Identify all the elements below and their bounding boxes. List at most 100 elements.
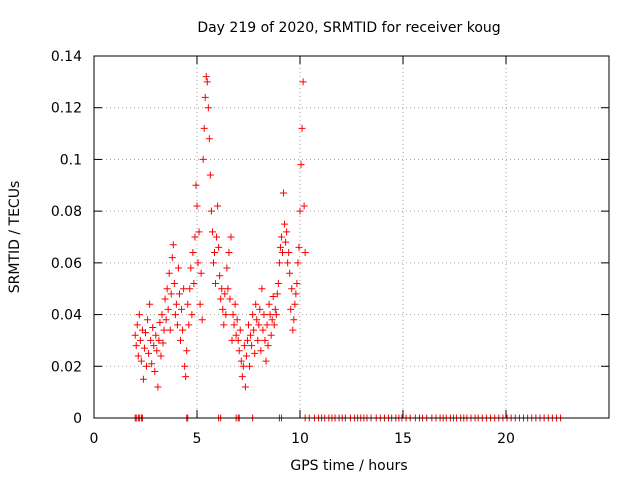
- data-point: [134, 352, 142, 360]
- data-point: [159, 339, 167, 347]
- data-point: [272, 311, 280, 319]
- data-point: [296, 207, 304, 215]
- data-point: [230, 321, 238, 329]
- data-point: [240, 342, 248, 350]
- data-point: [219, 305, 227, 313]
- data-point: [154, 383, 162, 391]
- data-point: [277, 233, 285, 241]
- data-point: [233, 316, 241, 324]
- data-point: [166, 326, 174, 334]
- data-point: [143, 362, 151, 370]
- data-point: [137, 357, 145, 365]
- data-point: [241, 383, 249, 391]
- data-point: [160, 326, 168, 334]
- data-point: [150, 342, 158, 350]
- data-point: [247, 331, 255, 339]
- data-point: [199, 155, 207, 163]
- data-point: [174, 264, 182, 272]
- y-tick-label: 0.02: [51, 359, 82, 375]
- data-point: [287, 305, 295, 313]
- data-point: [177, 336, 185, 344]
- data-point: [225, 249, 233, 257]
- y-tick-label: 0.14: [51, 49, 82, 65]
- data-point: [243, 336, 251, 344]
- data-point: [172, 300, 180, 308]
- data-point: [180, 285, 188, 293]
- data-point: [255, 321, 263, 329]
- data-point: [262, 357, 270, 365]
- x-tick-label: 15: [394, 431, 412, 447]
- data-point: [217, 295, 225, 303]
- data-point: [205, 135, 213, 143]
- data-point: [276, 243, 284, 251]
- data-point: [259, 326, 267, 334]
- data-point: [152, 331, 160, 339]
- data-point: [222, 311, 230, 319]
- data-point: [281, 220, 289, 228]
- data-point: [197, 269, 205, 277]
- data-point: [192, 181, 200, 189]
- data-point: [167, 290, 175, 298]
- data-point: [149, 324, 157, 331]
- data-point: [245, 321, 252, 329]
- x-tick-label: 10: [291, 431, 309, 447]
- x-tick-label: 0: [90, 431, 99, 447]
- data-point: [242, 352, 250, 360]
- data-point: [270, 321, 278, 329]
- data-point: [227, 233, 235, 241]
- data-point: [212, 280, 220, 288]
- data-point: [249, 311, 257, 319]
- x-axis-label: GPS time / hours: [290, 458, 407, 474]
- data-point: [191, 233, 199, 241]
- data-point: [132, 342, 140, 350]
- x-tick-label: 20: [497, 431, 515, 447]
- data-point: [147, 336, 155, 344]
- data-point: [275, 259, 283, 267]
- data-point: [268, 316, 276, 324]
- data-point: [216, 272, 224, 280]
- data-point: [151, 367, 159, 375]
- data-point: [133, 321, 141, 329]
- data-point: [248, 342, 256, 350]
- data-point: [146, 300, 154, 308]
- data-point: [206, 171, 214, 179]
- data-point: [185, 321, 193, 329]
- data-point: [299, 78, 307, 86]
- y-tick-label: 0.12: [51, 101, 82, 117]
- data-point: [195, 228, 203, 236]
- data-point: [165, 269, 173, 277]
- data-point: [295, 243, 303, 251]
- data-point: [214, 202, 222, 210]
- data-point: [290, 316, 298, 324]
- data-point: [238, 373, 246, 381]
- data-point: [186, 285, 194, 293]
- data-point: [288, 285, 296, 293]
- data-point: [173, 321, 181, 329]
- data-point: [213, 233, 221, 241]
- data-point: [162, 316, 170, 324]
- data-point: [286, 269, 294, 277]
- data-point: [198, 316, 206, 324]
- data-point: [231, 300, 239, 308]
- data-point: [218, 285, 226, 293]
- data-point: [179, 326, 187, 334]
- data-point: [158, 311, 166, 319]
- data-point: [215, 243, 223, 251]
- data-point: [266, 311, 274, 319]
- data-point: [170, 280, 178, 288]
- data-point: [252, 300, 260, 308]
- data-point: [171, 311, 179, 319]
- data-point: [236, 326, 244, 334]
- data-point: [256, 305, 264, 313]
- data-point: [200, 124, 208, 132]
- data-point: [223, 264, 231, 272]
- data-point: [169, 241, 177, 249]
- data-point: [253, 316, 261, 324]
- data-point: [301, 249, 309, 257]
- data-point: [232, 331, 240, 339]
- data-point: [139, 375, 147, 383]
- data-point: [267, 331, 275, 339]
- data-point: [274, 280, 282, 288]
